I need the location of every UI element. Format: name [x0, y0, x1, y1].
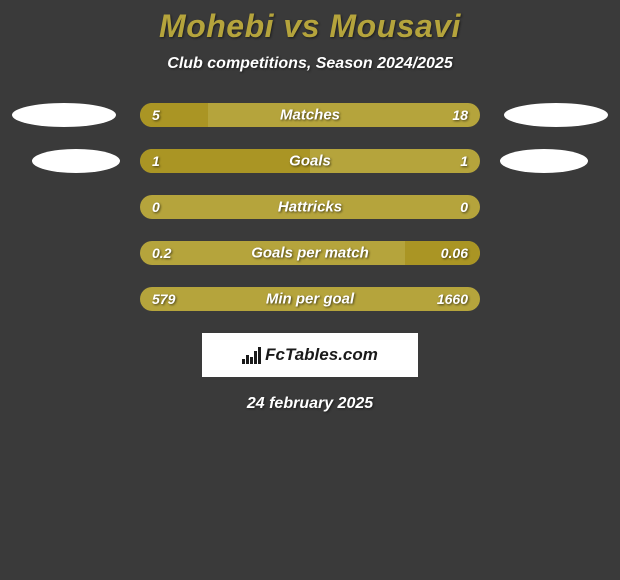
stat-right-value: 1: [460, 153, 468, 169]
player-right-ellipse: [500, 149, 588, 173]
stat-left-value: 0.2: [152, 245, 171, 261]
stat-right-value: 0.06: [441, 245, 468, 261]
stat-row: 5 18 Matches: [0, 103, 620, 127]
spacer: [4, 287, 108, 311]
stat-left-value: 5: [152, 107, 160, 123]
stat-rows: 5 18 Matches 1 1 Goals 0 0 Hattricks 0.2 0.06 Goals…: [0, 103, 620, 311]
stat-label: Min per goal: [266, 291, 354, 308]
stat-row: 579 1660 Min per goal: [0, 287, 620, 311]
stat-right-value: 0: [460, 199, 468, 215]
logo-text: FcTables.com: [265, 345, 378, 365]
page-title: Mohebi vs Mousavi: [0, 8, 620, 45]
stat-label: Goals: [289, 153, 331, 170]
logo-box: FcTables.com: [202, 333, 418, 377]
date-line: 24 february 2025: [0, 395, 620, 413]
player-right-ellipse: [504, 103, 608, 127]
stat-bar: 5 18 Matches: [140, 103, 480, 127]
stat-bar: 579 1660 Min per goal: [140, 287, 480, 311]
stat-row: 0.2 0.06 Goals per match: [0, 241, 620, 265]
stat-bar: 0.2 0.06 Goals per match: [140, 241, 480, 265]
spacer: [512, 241, 616, 265]
spacer: [512, 287, 616, 311]
subtitle: Club competitions, Season 2024/2025: [0, 55, 620, 73]
bar-fill-left: [140, 149, 310, 173]
stat-left-value: 0: [152, 199, 160, 215]
comparison-infographic: Mohebi vs Mousavi Club competitions, Sea…: [0, 0, 620, 413]
stat-label: Hattricks: [278, 199, 342, 216]
stat-left-value: 1: [152, 153, 160, 169]
stat-left-value: 579: [152, 291, 175, 307]
stat-right-value: 1660: [437, 291, 468, 307]
bar-chart-icon: [242, 346, 261, 364]
player-left-ellipse: [32, 149, 120, 173]
stat-label: Goals per match: [251, 245, 369, 262]
stat-row: 0 0 Hattricks: [0, 195, 620, 219]
spacer: [512, 195, 616, 219]
stat-label: Matches: [280, 107, 340, 124]
spacer: [4, 241, 108, 265]
stat-right-value: 18: [452, 107, 468, 123]
spacer: [4, 195, 108, 219]
stat-bar: 1 1 Goals: [140, 149, 480, 173]
player-left-ellipse: [12, 103, 116, 127]
stat-row: 1 1 Goals: [0, 149, 620, 173]
stat-bar: 0 0 Hattricks: [140, 195, 480, 219]
bar-fill-left: [140, 103, 208, 127]
